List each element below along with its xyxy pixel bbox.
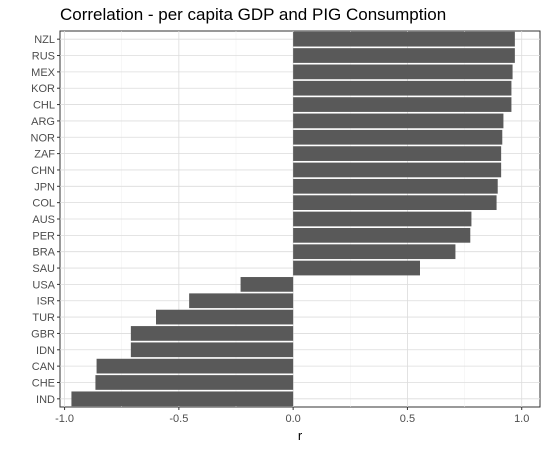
x-tick-label: 0.5 [400, 413, 415, 425]
y-tick-label-col: COL [32, 198, 55, 210]
y-tick-label-rus: RUS [32, 51, 55, 63]
y-tick-label-usa: USA [32, 279, 55, 291]
bar-arg [293, 113, 504, 129]
y-tick-label-arg: ARG [31, 116, 55, 128]
x-tick-label: -1.0 [55, 413, 74, 425]
bar-chl [293, 97, 512, 112]
y-tick-label-kor: KOR [31, 83, 55, 95]
bar-rus [293, 48, 515, 63]
bar-usa [240, 277, 294, 292]
x-axis-title: r [298, 428, 303, 443]
bar-per [293, 227, 471, 243]
bar-chn [293, 162, 502, 178]
y-tick-labels: NZL RUS MEX KOR CHL ARG NOR ZAF CHN JPN COL AUS PER B… [31, 34, 60, 406]
bar-aus [293, 211, 472, 227]
bar-nor [293, 129, 503, 145]
y-tick-label-per: PER [32, 230, 55, 242]
bar-isr [189, 293, 294, 309]
y-tick-label-bra: BRA [32, 247, 55, 259]
y-tick-label-can: CAN [32, 361, 55, 373]
x-tick-label: -0.5 [169, 413, 188, 425]
bar-idn [130, 342, 294, 358]
y-tick-label-aus: AUS [32, 214, 55, 226]
bar-col [293, 195, 497, 211]
bars [71, 31, 515, 407]
y-tick-label-ind: IND [36, 394, 55, 406]
bar-jpn [293, 178, 498, 194]
bar-bra [293, 244, 456, 260]
y-tick-label-gbr: GBR [31, 328, 55, 340]
y-tick-label-tur: TUR [32, 312, 55, 324]
x-tick-label: 1.0 [514, 413, 529, 425]
y-tick-label-sau: SAU [32, 263, 55, 275]
bar-che [95, 375, 294, 390]
x-tick-label: 0.0 [285, 413, 300, 425]
x-tick-labels: -1.0 -0.5 0.0 0.5 1.0 [55, 407, 529, 425]
y-tick-label-che: CHE [32, 377, 55, 389]
chart-title: Correlation - per capita GDP and PIG Con… [60, 5, 447, 24]
y-tick-label-mex: MEX [31, 67, 56, 79]
y-tick-label-zaf: ZAF [34, 149, 55, 161]
bar-sau [293, 260, 420, 276]
y-tick-label-isr: ISR [37, 296, 55, 308]
y-tick-label-nor: NOR [31, 132, 56, 144]
bar-kor [293, 80, 512, 96]
y-tick-label-chl: CHL [33, 100, 55, 112]
bar-mex [293, 64, 513, 80]
bar-tur [156, 309, 294, 325]
bar-ind [71, 391, 294, 407]
bar-can [96, 358, 294, 374]
bar-gbr [130, 326, 294, 341]
bar-zaf [293, 146, 502, 161]
bar-nzl [293, 31, 515, 47]
y-tick-label-nzl: NZL [34, 34, 55, 46]
y-tick-label-chn: CHN [31, 165, 55, 177]
y-tick-label-jpn: JPN [34, 181, 55, 193]
y-tick-label-idn: IDN [36, 345, 55, 357]
